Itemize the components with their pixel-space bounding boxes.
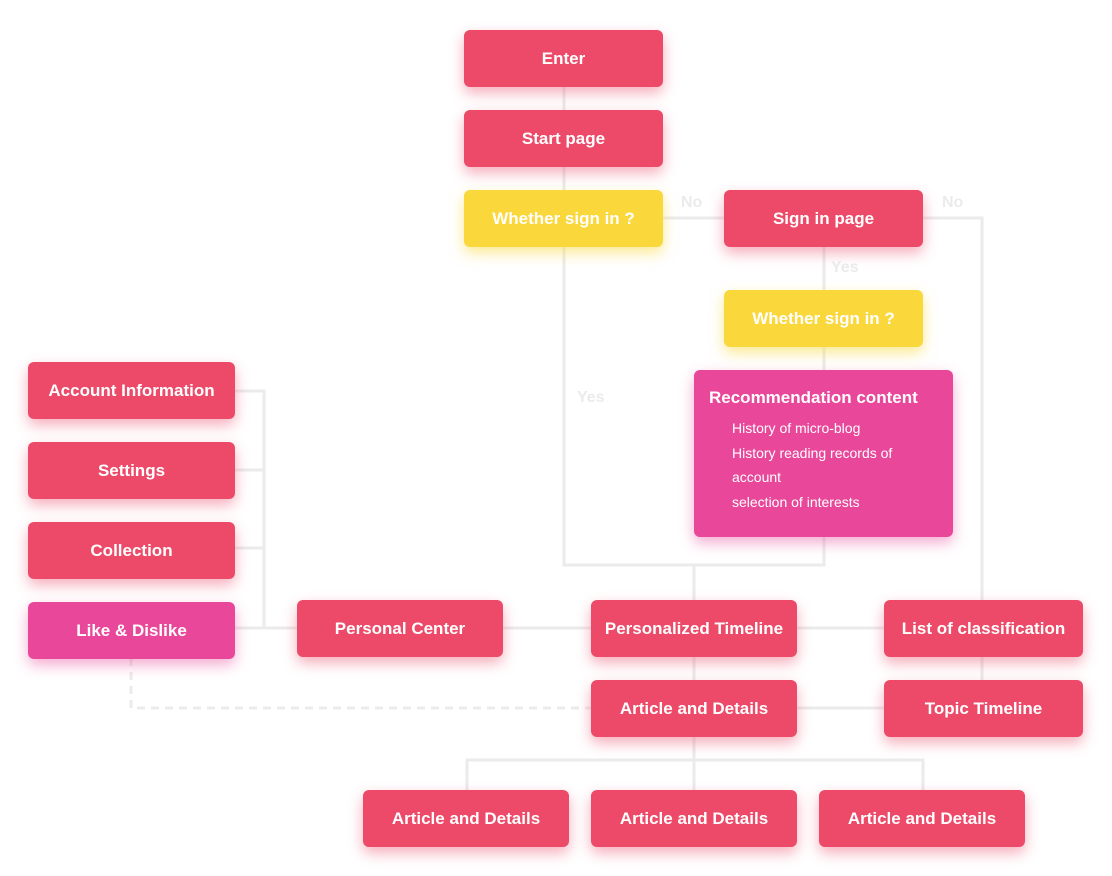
article-details-left-node[interactable]: Article and Details	[363, 790, 569, 847]
article-details-left-label: Article and Details	[391, 808, 541, 828]
personalized-timeline-label: Personalized Timeline	[604, 618, 784, 638]
edge-fan-bar	[465, 758, 925, 792]
start-page-node[interactable]: Start page	[464, 110, 663, 167]
recommendation-list: History of micro-blog History reading re…	[709, 416, 939, 514]
edge-like-article-dashed	[129, 658, 592, 710]
topic-timeline-node[interactable]: Topic Timeline	[884, 680, 1083, 737]
recommendation-item: History of micro-blog	[732, 420, 861, 436]
edge-label-yes: Yes	[577, 389, 605, 406]
topic-timeline-label: Topic Timeline	[924, 698, 1043, 718]
edge-label-no: No	[681, 194, 703, 211]
whether-sign-in-label: Whether sign in ?	[492, 208, 635, 228]
article-details-right-label: Article and Details	[847, 808, 997, 828]
edge-left-bracket	[232, 389, 266, 630]
article-details-main-node[interactable]: Article and Details	[591, 680, 797, 737]
sign-in-page-node[interactable]: Sign in page	[724, 190, 923, 247]
list-of-classification-node[interactable]: List of classification	[884, 600, 1083, 657]
edge-label-yes: Yes	[831, 259, 859, 276]
recommendation-title: Recommendation content	[709, 388, 918, 407]
whether-sign-in-2-node[interactable]: Whether sign in ?	[724, 290, 923, 347]
recommendation-content-node[interactable]: Recommendation content History of micro-…	[694, 370, 953, 537]
collection-node[interactable]: Collection	[28, 522, 235, 579]
recommendation-item: History reading records of	[732, 444, 893, 461]
settings-node[interactable]: Settings	[28, 442, 235, 499]
sign-in-page-label: Sign in page	[772, 208, 875, 228]
enter-node[interactable]: Enter	[464, 30, 663, 87]
settings-label: Settings	[97, 460, 166, 480]
recommendation-item: selection of interests	[732, 493, 860, 510]
article-details-main-label: Article and Details	[619, 698, 769, 718]
edge-label-no: No	[942, 194, 964, 211]
personal-center-node[interactable]: Personal Center	[297, 600, 503, 657]
collection-label: Collection	[90, 540, 173, 560]
article-details-right-node[interactable]: Article and Details	[819, 790, 1025, 847]
like-dislike-label: Like & Dislike	[76, 620, 187, 640]
article-details-mid-label: Article and Details	[619, 808, 769, 828]
whether-sign-in-2-label: Whether sign in ?	[752, 308, 895, 328]
start-page-label: Start page	[521, 128, 606, 148]
account-information-label: Account Information	[48, 380, 215, 400]
account-information-node[interactable]: Account Information	[28, 362, 235, 419]
enter-label: Enter	[541, 48, 586, 68]
like-dislike-node[interactable]: Like & Dislike	[28, 602, 235, 659]
whether-sign-in-node[interactable]: Whether sign in ?	[464, 190, 663, 247]
personal-center-label: Personal Center	[334, 618, 466, 638]
personalized-timeline-node[interactable]: Personalized Timeline	[591, 600, 797, 657]
recommendation-item: account	[732, 469, 782, 485]
edge-signin-no-right	[920, 216, 984, 602]
article-details-mid-node[interactable]: Article and Details	[591, 790, 797, 847]
list-of-classification-label: List of classification	[901, 618, 1066, 638]
